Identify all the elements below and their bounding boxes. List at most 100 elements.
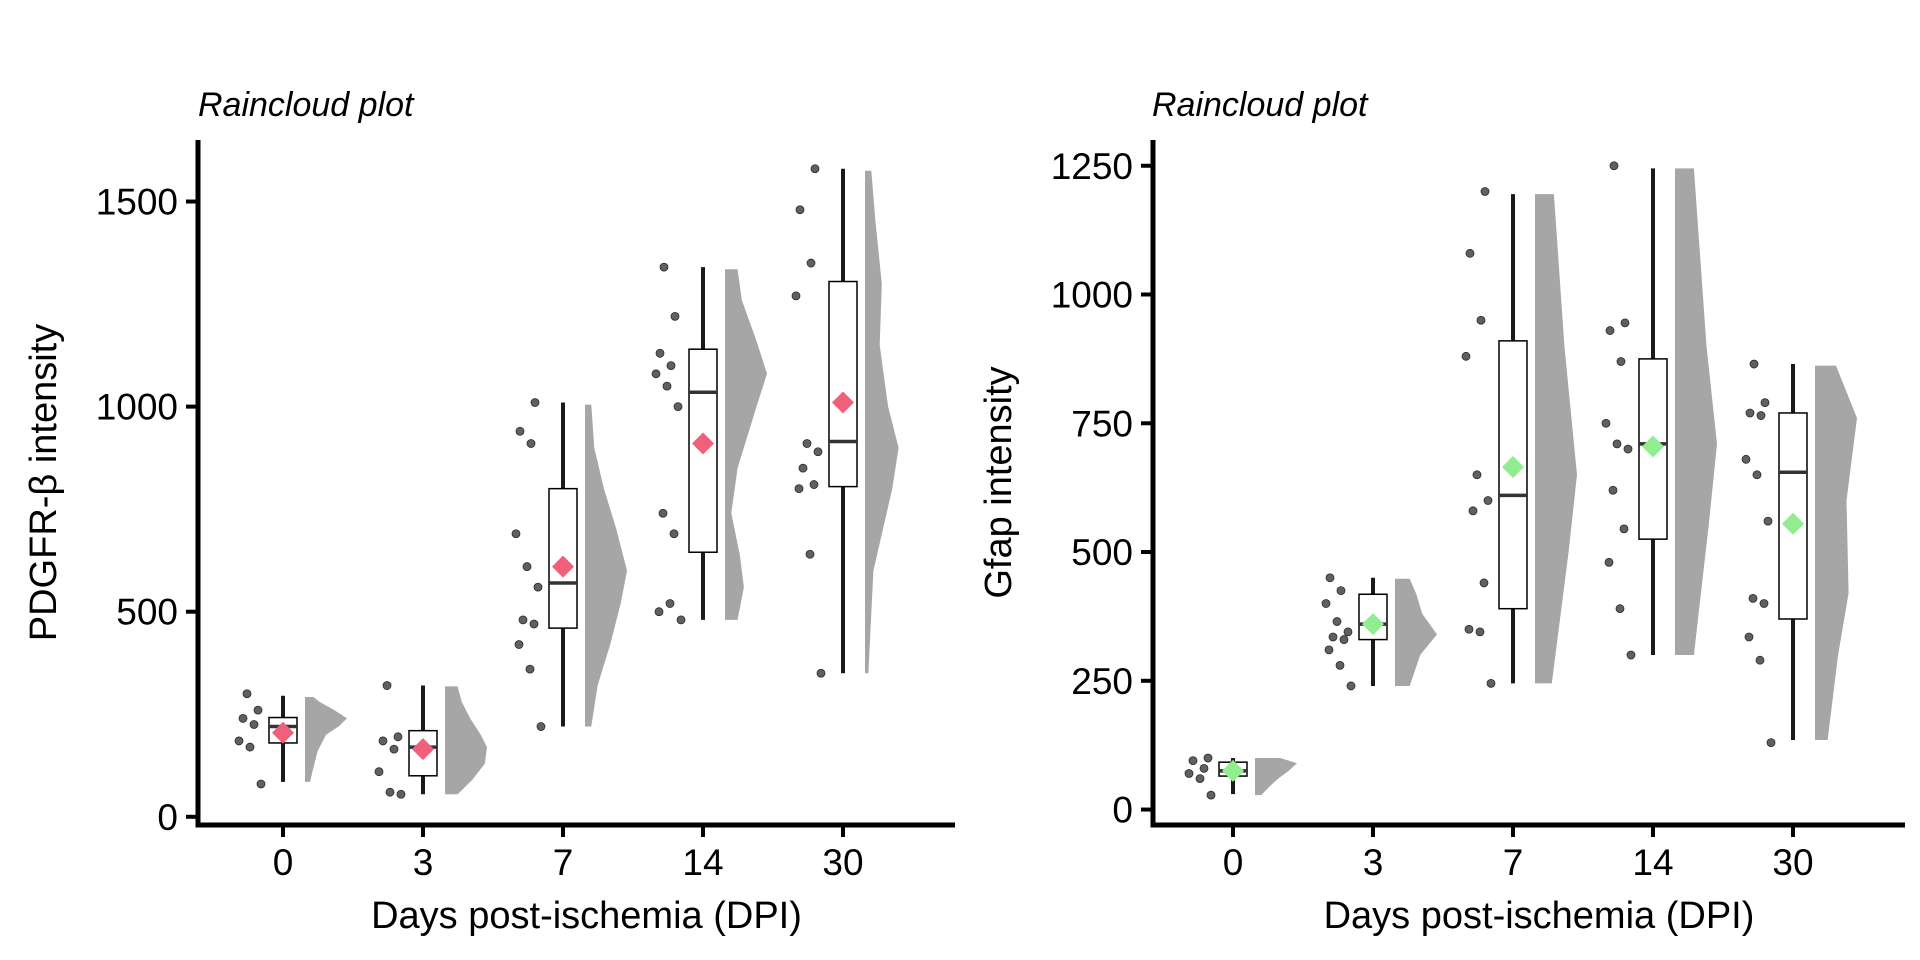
data-point (515, 426, 525, 436)
group-3 (1321, 573, 1437, 691)
mean-marker (412, 738, 434, 761)
data-point (1465, 248, 1475, 258)
data-point (1468, 506, 1478, 516)
data-point (256, 779, 266, 789)
data-point (245, 742, 255, 752)
y-tick-label: 500 (116, 592, 178, 633)
data-point (374, 767, 384, 777)
mean-marker (1782, 512, 1804, 535)
x-tick-label: 0 (273, 842, 294, 883)
data-point (1195, 774, 1205, 784)
x-tick-label: 0 (1223, 842, 1244, 883)
x-tick-label: 3 (1363, 842, 1384, 883)
data-point (813, 447, 823, 457)
data-point (1623, 444, 1633, 454)
cloud (1815, 365, 1857, 741)
data-point (389, 744, 399, 754)
data-point (1479, 578, 1489, 588)
mean-marker (1502, 456, 1524, 479)
data-point (1343, 627, 1353, 637)
data-point (1615, 604, 1625, 614)
data-point (1759, 599, 1769, 608)
data-point (673, 402, 683, 412)
cloud (725, 269, 767, 620)
data-point (514, 640, 524, 649)
data-point (676, 615, 686, 625)
y-tick-label: 750 (1071, 403, 1133, 444)
data-point (1464, 624, 1474, 634)
data-point (1749, 359, 1759, 369)
group-7 (1461, 187, 1577, 688)
data-point (1616, 357, 1626, 366)
data-point (1339, 635, 1349, 644)
x-tick-label: 7 (1503, 842, 1524, 883)
cloud (865, 170, 899, 674)
y-tick-label: 0 (157, 797, 178, 838)
data-point (1184, 769, 1194, 778)
x-tick-label: 30 (822, 842, 863, 883)
data-point (1483, 496, 1493, 505)
cloud (1395, 578, 1437, 686)
group-7 (511, 398, 627, 731)
data-point (665, 599, 675, 608)
data-point (526, 439, 536, 448)
group-0 (234, 689, 347, 789)
y-tick-label: 1250 (1051, 146, 1133, 187)
data-point (1325, 573, 1335, 583)
data-point (396, 789, 406, 799)
box (828, 280, 858, 488)
cloud (1255, 758, 1297, 796)
data-point (805, 549, 815, 559)
data-point (1745, 408, 1755, 418)
panel-1: Raincloud plot 0 500 1000 1500 0 3 7 14 30 Days po… (23, 86, 955, 937)
data-point (1748, 593, 1758, 603)
data-point (794, 484, 804, 494)
x-tick-label: 7 (553, 842, 574, 883)
data-point (651, 369, 661, 379)
data-point (1321, 599, 1331, 608)
data-point (511, 529, 521, 539)
data-point (1620, 318, 1630, 328)
mean-marker (552, 555, 574, 578)
data-point (1328, 632, 1338, 642)
data-point (655, 348, 665, 358)
data-point (242, 689, 252, 699)
data-point (533, 582, 543, 592)
data-point (659, 262, 669, 272)
x-tick-label: 30 (1772, 842, 1813, 883)
cloud (1675, 168, 1717, 656)
data-point (1346, 681, 1356, 691)
data-point (1475, 627, 1485, 637)
data-point (1766, 738, 1776, 747)
data-point (1461, 351, 1471, 361)
data-point (670, 311, 680, 321)
data-point (1744, 632, 1754, 642)
data-point (1604, 557, 1614, 567)
data-point (1199, 763, 1209, 773)
data-point (1206, 790, 1216, 800)
y-tick-label: 250 (1071, 661, 1133, 702)
mean-marker (1222, 759, 1244, 782)
data-point (1324, 645, 1334, 655)
mean-marker (1642, 435, 1664, 458)
data-point (795, 205, 805, 215)
data-point (518, 615, 528, 625)
data-point (662, 381, 672, 391)
data-point (1605, 326, 1615, 335)
cloud (1535, 194, 1577, 684)
group-30 (1741, 359, 1857, 747)
data-point (810, 164, 820, 174)
data-point (530, 398, 540, 407)
y-tick-label: 1000 (96, 387, 178, 428)
data-point (1601, 418, 1611, 428)
data-point (791, 291, 801, 301)
y-axis-title: PDGFR-β intensity (23, 324, 65, 641)
data-point (1480, 187, 1490, 196)
data-point (382, 681, 392, 690)
data-point (802, 439, 812, 448)
group-30 (791, 164, 899, 678)
data-point (1755, 655, 1765, 665)
data-point (1760, 398, 1770, 408)
data-point (1472, 470, 1482, 480)
